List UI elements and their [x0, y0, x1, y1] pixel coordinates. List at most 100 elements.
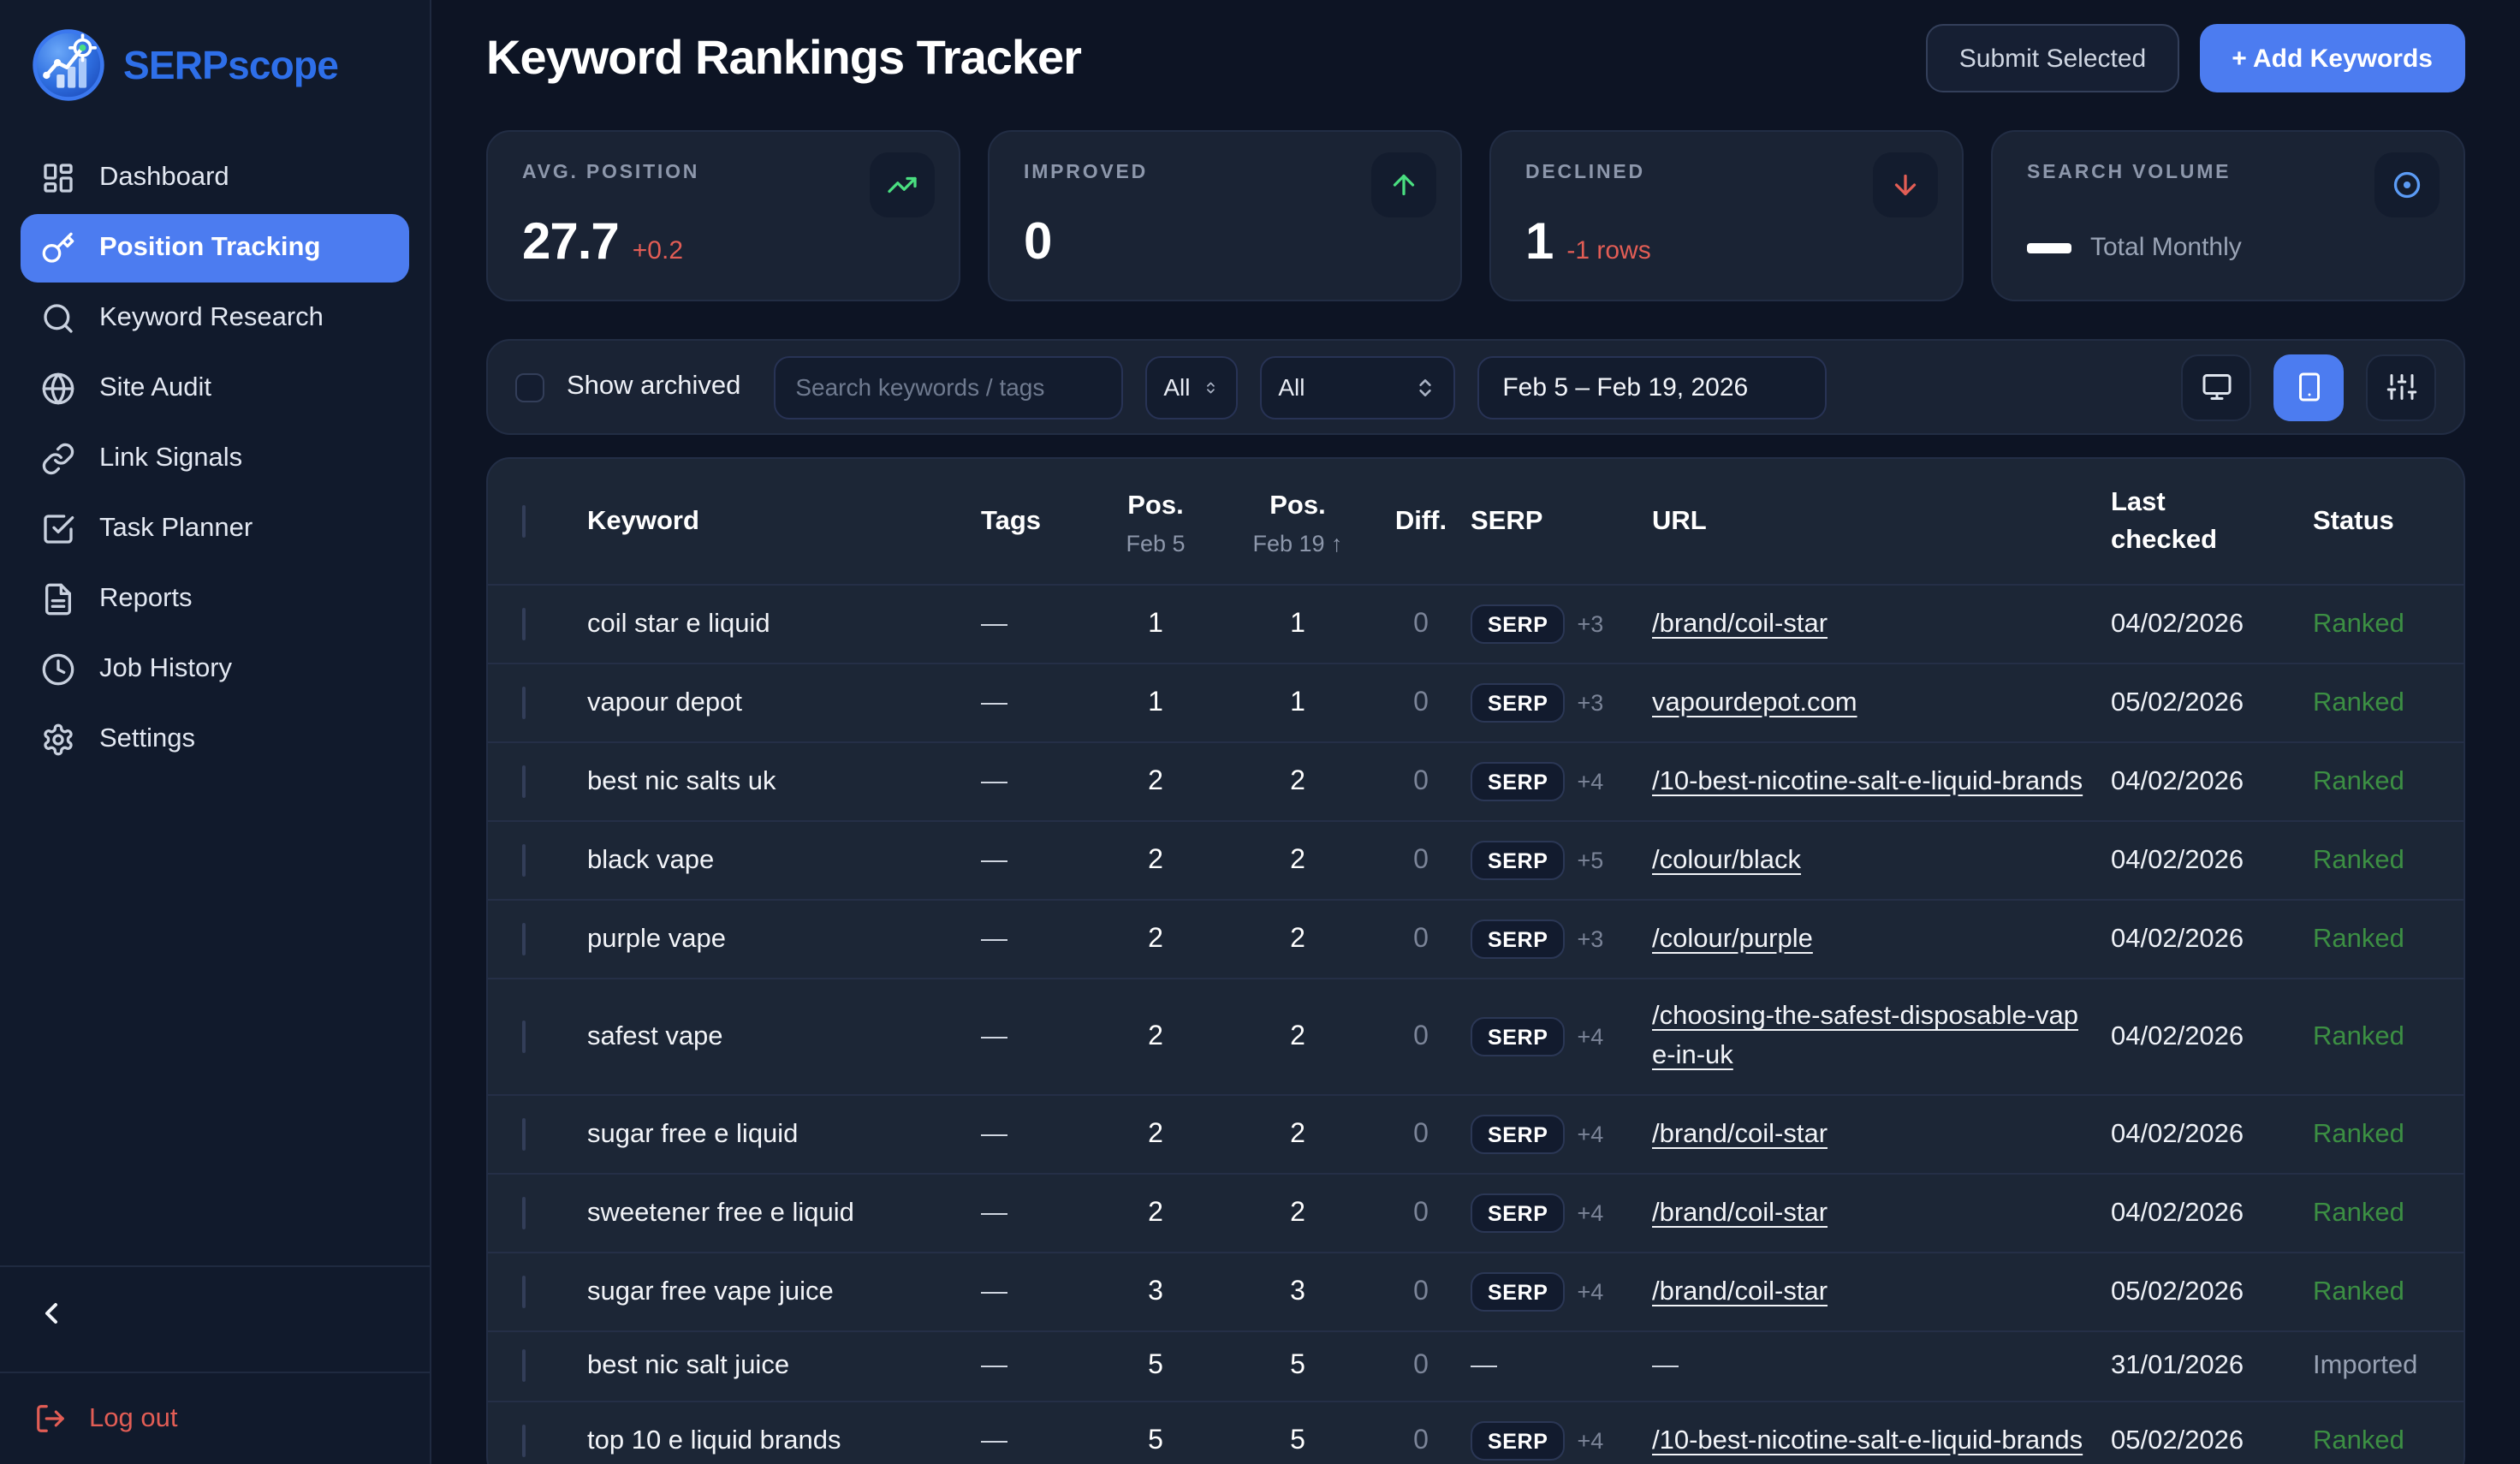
serp-badge[interactable]: SERP: [1471, 604, 1566, 645]
main-content: Keyword Rankings Tracker Submit Selected…: [431, 0, 2520, 1464]
last-checked-cell: 04/02/2026: [2111, 609, 2244, 639]
pos-feb5-cell: 2: [1148, 1198, 1163, 1228]
url-link[interactable]: /brand/coil-star: [1652, 1119, 1828, 1149]
status-badge: Ranked: [2313, 1277, 2404, 1306]
row-checkbox[interactable]: [522, 1349, 526, 1383]
serp-badge[interactable]: SERP: [1471, 762, 1566, 802]
globe-icon: [41, 372, 75, 406]
page-title: Keyword Rankings Tracker: [486, 31, 1082, 84]
select-all-checkbox[interactable]: [522, 504, 526, 538]
legend-swatch: [2027, 242, 2071, 253]
url-link[interactable]: /colour/black: [1652, 845, 1802, 875]
last-checked-cell: 04/02/2026: [2111, 1198, 2244, 1228]
row-checkbox[interactable]: [522, 1275, 526, 1308]
row-checkbox-cell: [488, 686, 587, 719]
serp-cell: SERP +3: [1471, 683, 1652, 723]
mobile-view-button[interactable]: [2273, 354, 2344, 420]
column-header-keyword[interactable]: Keyword: [587, 506, 699, 536]
row-checkbox[interactable]: [522, 1424, 526, 1457]
keyword-cell: sweetener free e liquid: [587, 1198, 854, 1228]
keyword-cell: black vape: [587, 845, 715, 875]
sidebar-item-dashboard[interactable]: Dashboard: [21, 144, 409, 212]
sidebar-item-settings[interactable]: Settings: [21, 705, 409, 774]
tags-cell: —: [981, 766, 1007, 796]
sidebar-item-reports[interactable]: Reports: [21, 565, 409, 634]
url-link[interactable]: /10-best-nicotine-salt-e-liquid-brands: [1652, 1425, 2083, 1455]
column-header-pos-feb5[interactable]: Pos. Feb 5: [1126, 491, 1186, 556]
row-checkbox[interactable]: [522, 1196, 526, 1229]
sidebar-item-position-tracking[interactable]: Position Tracking: [21, 214, 409, 283]
pos-feb5-cell: 1: [1148, 609, 1163, 639]
row-checkbox[interactable]: [522, 1020, 526, 1053]
table-body: coil star e liquid — 1 1 0 SERP +3/brand/coil-…: [488, 584, 2464, 1464]
column-header-pos-feb19[interactable]: Pos. Feb 19 ↑: [1224, 488, 1371, 556]
row-checkbox[interactable]: [522, 607, 526, 640]
column-header-last-checked[interactable]: Last checked: [2111, 488, 2218, 555]
keyword-cell: best nic salts uk: [587, 766, 776, 796]
diff-cell: 0: [1413, 609, 1429, 639]
sidebar-item-task-planner[interactable]: Task Planner: [21, 495, 409, 563]
status-filter-select[interactable]: All: [1259, 355, 1455, 419]
pos-feb19-cell: 3: [1290, 1277, 1305, 1306]
keyword-cell: coil star e liquid: [587, 609, 770, 639]
status-badge: Ranked: [2313, 1198, 2404, 1228]
add-keywords-button[interactable]: + Add Keywords: [2199, 24, 2465, 92]
serp-extra-count: +4: [1577, 1428, 1604, 1455]
column-header-diff[interactable]: Diff.: [1394, 506, 1447, 536]
serp-badge[interactable]: SERP: [1471, 919, 1566, 960]
serp-badge[interactable]: SERP: [1471, 841, 1566, 881]
url-link[interactable]: vapourdepot.com: [1652, 687, 1857, 717]
sidebar-item-site-audit[interactable]: Site Audit: [21, 354, 409, 423]
url-cell: /colour/purple: [1652, 920, 2111, 959]
serp-badge[interactable]: SERP: [1471, 1193, 1566, 1234]
url-link[interactable]: /choosing-the-safest-disposable-vape-in-…: [1652, 1002, 2078, 1070]
serp-badge[interactable]: SERP: [1471, 1272, 1566, 1312]
serp-cell: SERP +4: [1471, 1193, 1652, 1234]
row-checkbox[interactable]: [522, 922, 526, 955]
tags-cell: —: [981, 687, 1007, 717]
column-header-tags[interactable]: Tags: [981, 506, 1042, 536]
brand-logo: SERPscope: [0, 0, 430, 127]
desktop-view-button[interactable]: [2181, 354, 2251, 420]
keyword-cell: top 10 e liquid brands: [587, 1425, 841, 1455]
url-link[interactable]: /10-best-nicotine-salt-e-liquid-brands: [1652, 766, 2083, 796]
table-header-row: Keyword Tags Pos. Feb 5 Pos. Feb 19 ↑ Di…: [488, 459, 2464, 585]
column-header-serp[interactable]: SERP: [1471, 506, 1543, 536]
serp-badge[interactable]: SERP: [1471, 1017, 1566, 1057]
row-checkbox[interactable]: [522, 686, 526, 719]
table-row: top 10 e liquid brands — 5 5 0 SERP +4/10-best…: [488, 1401, 2464, 1464]
column-settings-button[interactable]: [2366, 354, 2436, 420]
url-link[interactable]: /brand/coil-star: [1652, 1277, 1828, 1306]
sidebar-item-label: Position Tracking: [99, 233, 321, 262]
search-input[interactable]: [773, 355, 1123, 419]
table-row: best nic salt juice — 5 5 0 — — 31/01/2026 Impor…: [488, 1330, 2464, 1402]
url-link[interactable]: /colour/purple: [1652, 924, 1813, 954]
sidebar-item-keyword-research[interactable]: Keyword Research: [21, 284, 409, 353]
column-header-url[interactable]: URL: [1652, 506, 1707, 536]
serp-badge[interactable]: SERP: [1471, 1115, 1566, 1155]
row-checkbox[interactable]: [522, 765, 526, 798]
serp-cell: SERP +4: [1471, 1421, 1652, 1461]
row-checkbox[interactable]: [522, 843, 526, 877]
serp-badge[interactable]: SERP: [1471, 683, 1566, 723]
row-checkbox[interactable]: [522, 1117, 526, 1151]
logout-button[interactable]: Log out: [0, 1372, 430, 1464]
status-badge: Ranked: [2313, 609, 2404, 639]
serp-badge[interactable]: SERP: [1471, 1421, 1566, 1461]
show-archived-checkbox[interactable]: [515, 372, 544, 402]
sidebar-item-job-history[interactable]: Job History: [21, 635, 409, 704]
last-checked-cell: 05/02/2026: [2111, 1277, 2244, 1306]
table-row: safest vape — 2 2 0 SERP +4/choosing-the-safes…: [488, 978, 2464, 1095]
sidebar-item-label: Settings: [99, 724, 196, 753]
column-header-status[interactable]: Status: [2313, 506, 2394, 536]
serp-cell: SERP +4: [1471, 1115, 1652, 1155]
url-link[interactable]: /brand/coil-star: [1652, 609, 1828, 639]
url-link[interactable]: /brand/coil-star: [1652, 1198, 1828, 1228]
tag-filter-select[interactable]: All: [1144, 355, 1238, 419]
diff-cell: 0: [1413, 687, 1429, 717]
submit-selected-button[interactable]: Submit Selected: [1926, 24, 2179, 92]
date-range-picker[interactable]: Feb 5 – Feb 19, 2026: [1477, 355, 1827, 419]
sidebar-item-label: Keyword Research: [99, 303, 324, 332]
sidebar-item-link-signals[interactable]: Link Signals: [21, 425, 409, 493]
collapse-sidebar-button[interactable]: [34, 1294, 72, 1332]
